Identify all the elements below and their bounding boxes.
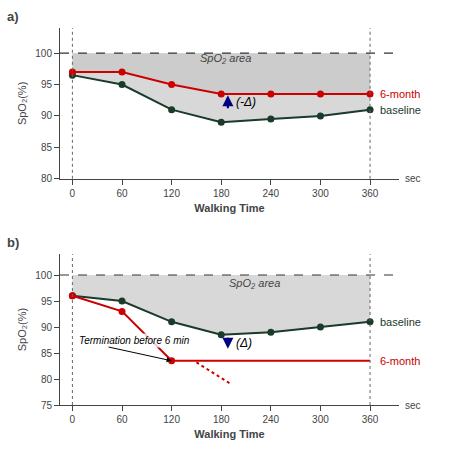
svg-text:sec: sec [405,400,421,411]
svg-text:a): a) [7,9,19,24]
svg-text:120: 120 [163,188,180,199]
svg-text:baseline: baseline [380,104,421,116]
svg-text:300: 300 [312,188,329,199]
svg-text:100: 100 [35,48,52,59]
svg-text:6-month: 6-month [380,355,420,367]
svg-text:240: 240 [262,188,279,199]
svg-text:90: 90 [41,322,53,333]
svg-text:180: 180 [213,414,230,425]
svg-text:Walking Time: Walking Time [194,428,264,440]
svg-text:0: 0 [70,414,76,425]
svg-text:85: 85 [41,348,53,359]
svg-text:sec: sec [405,173,421,184]
svg-text:100: 100 [35,270,52,281]
svg-text:180: 180 [213,188,230,199]
svg-text:Termination before 6 min: Termination before 6 min [79,335,190,346]
svg-text:75: 75 [41,400,53,411]
svg-text:80: 80 [41,173,53,184]
svg-text:(-Δ): (-Δ) [236,95,256,109]
svg-text:6-month: 6-month [380,88,420,100]
svg-text:95: 95 [41,296,53,307]
svg-text:0: 0 [70,188,76,199]
svg-text:240: 240 [262,414,279,425]
svg-text:SpO₂ area: SpO₂ area [229,277,280,289]
svg-text:60: 60 [116,188,128,199]
svg-text:(Δ): (Δ) [236,336,252,350]
svg-text:120: 120 [163,414,180,425]
svg-text:360: 360 [362,188,379,199]
svg-text:300: 300 [312,414,329,425]
svg-text:SpO₂(%): SpO₂(%) [16,82,28,125]
svg-text:SpO₂ area: SpO₂ area [200,52,251,64]
svg-text:90: 90 [41,110,53,121]
svg-text:b): b) [7,235,19,250]
svg-text:80: 80 [41,374,53,385]
svg-text:SpO₂(%): SpO₂(%) [16,308,28,351]
svg-text:Walking Time: Walking Time [194,202,264,214]
svg-text:baseline: baseline [380,316,421,328]
svg-text:360: 360 [362,414,379,425]
svg-text:85: 85 [41,142,53,153]
svg-text:95: 95 [41,79,53,90]
svg-text:60: 60 [116,414,128,425]
